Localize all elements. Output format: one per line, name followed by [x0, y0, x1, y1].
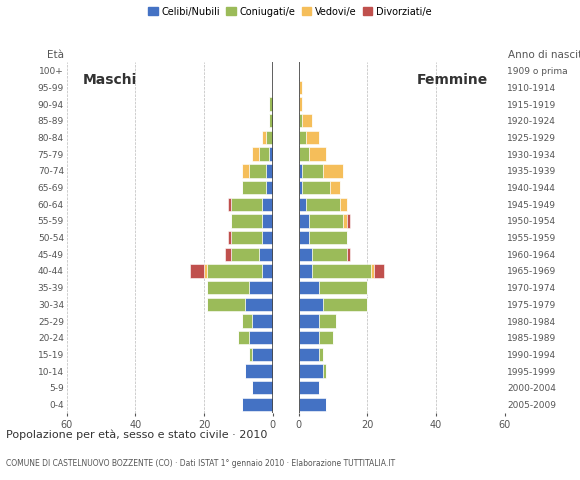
Bar — [299, 147, 309, 161]
Bar — [322, 298, 367, 311]
Bar — [299, 331, 319, 344]
Bar — [299, 364, 322, 378]
Bar — [204, 264, 208, 277]
Bar — [262, 264, 273, 277]
Bar — [208, 298, 245, 311]
Bar — [269, 147, 273, 161]
Bar — [266, 181, 273, 194]
Bar — [262, 231, 273, 244]
Bar — [313, 264, 371, 277]
Bar — [299, 81, 302, 94]
Bar — [245, 364, 273, 378]
Bar — [347, 214, 350, 228]
Bar — [266, 131, 273, 144]
Bar — [319, 331, 333, 344]
Text: COMUNE DI CASTELNUOVO BOZZENTE (CO) · Dati ISTAT 1° gennaio 2010 · Elaborazione : COMUNE DI CASTELNUOVO BOZZENTE (CO) · Da… — [6, 458, 395, 468]
Bar — [242, 398, 273, 411]
Bar — [231, 214, 262, 228]
Bar — [252, 348, 273, 361]
Bar — [322, 364, 326, 378]
Bar — [319, 314, 336, 328]
Bar — [306, 198, 340, 211]
Bar — [208, 264, 262, 277]
Bar — [259, 248, 273, 261]
Bar — [231, 198, 262, 211]
Bar — [249, 281, 273, 294]
Bar — [266, 164, 273, 178]
Bar — [224, 248, 231, 261]
Bar — [299, 97, 302, 111]
Bar — [313, 248, 347, 261]
Bar — [309, 147, 326, 161]
Bar — [238, 331, 249, 344]
Bar — [306, 131, 319, 144]
Bar — [299, 198, 306, 211]
Bar — [347, 248, 350, 261]
Bar — [371, 264, 374, 277]
Bar — [269, 97, 273, 111]
Bar — [249, 331, 273, 344]
Bar — [262, 131, 266, 144]
Text: Popolazione per età, sesso e stato civile · 2010: Popolazione per età, sesso e stato civil… — [6, 430, 267, 440]
Bar — [343, 214, 347, 228]
Bar — [262, 214, 273, 228]
Text: Età: Età — [47, 50, 64, 60]
Bar — [242, 314, 252, 328]
Text: Maschi: Maschi — [83, 73, 137, 87]
Bar — [329, 181, 340, 194]
Bar — [242, 181, 266, 194]
Bar — [228, 198, 231, 211]
Bar — [269, 114, 273, 128]
Bar — [299, 248, 313, 261]
Bar — [262, 198, 273, 211]
Bar — [299, 214, 309, 228]
Bar — [299, 264, 313, 277]
Bar — [319, 348, 322, 361]
Legend: Celibi/Nubili, Coniugati/e, Vedovi/e, Divorziati/e: Celibi/Nubili, Coniugati/e, Vedovi/e, Di… — [146, 5, 434, 19]
Text: Anno di nascita: Anno di nascita — [508, 50, 580, 60]
Bar — [340, 198, 347, 211]
Bar — [299, 181, 302, 194]
Bar — [190, 264, 204, 277]
Bar — [208, 281, 249, 294]
Bar — [299, 348, 319, 361]
Bar — [245, 298, 273, 311]
Bar — [252, 381, 273, 395]
Bar — [309, 214, 343, 228]
Bar — [228, 231, 231, 244]
Bar — [249, 164, 266, 178]
Text: Femmine: Femmine — [417, 73, 488, 87]
Bar — [249, 348, 252, 361]
Bar — [374, 264, 385, 277]
Bar — [302, 181, 329, 194]
Bar — [299, 298, 322, 311]
Bar — [231, 248, 259, 261]
Bar — [302, 114, 313, 128]
Bar — [299, 114, 302, 128]
Bar — [299, 398, 326, 411]
Bar — [322, 164, 343, 178]
Bar — [299, 281, 319, 294]
Bar — [299, 314, 319, 328]
Bar — [252, 314, 273, 328]
Bar — [259, 147, 269, 161]
Bar — [319, 281, 367, 294]
Bar — [242, 164, 249, 178]
Bar — [299, 231, 309, 244]
Bar — [299, 131, 306, 144]
Bar — [252, 147, 259, 161]
Bar — [299, 381, 319, 395]
Bar — [299, 164, 302, 178]
Bar — [231, 231, 262, 244]
Bar — [302, 164, 322, 178]
Bar — [309, 231, 347, 244]
